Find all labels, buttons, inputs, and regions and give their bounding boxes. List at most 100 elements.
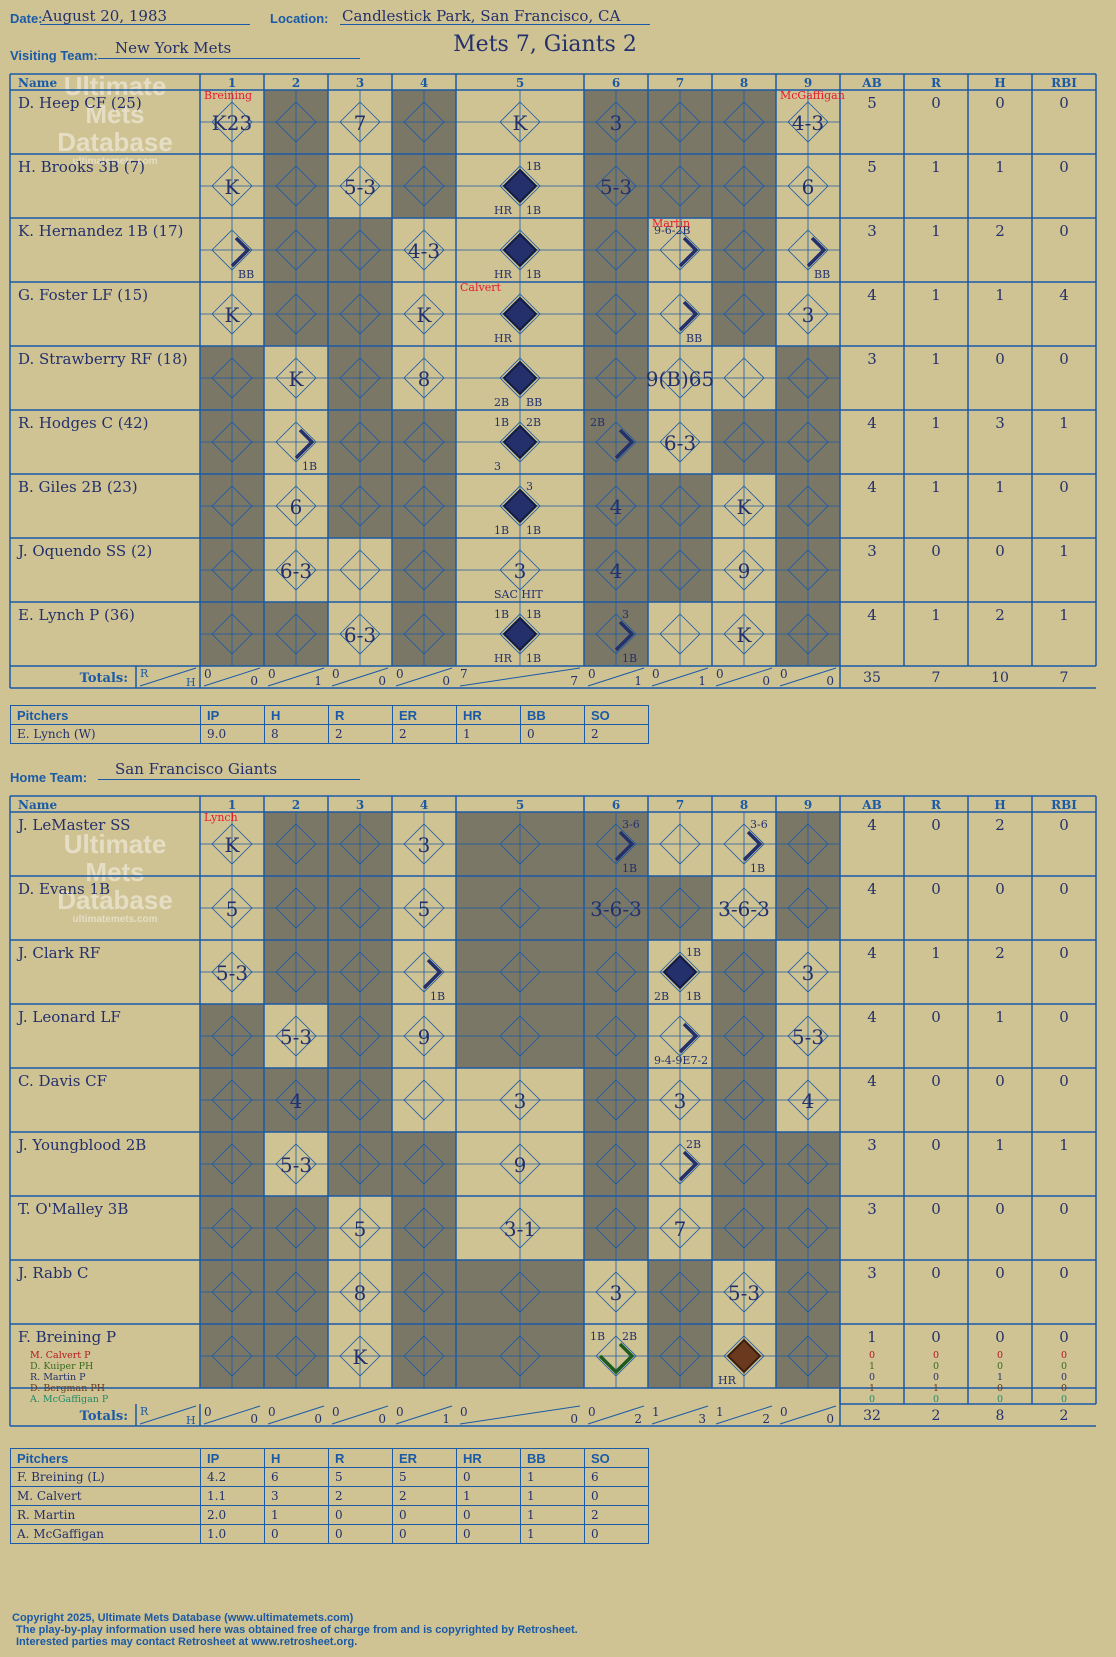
player-name: E. Lynch P (36) bbox=[18, 606, 135, 624]
run-scored-diamond bbox=[502, 232, 538, 268]
base-path bbox=[294, 428, 315, 460]
hit-annotation: 3 bbox=[526, 480, 533, 493]
name-header: Name bbox=[18, 76, 57, 90]
inning-header: 1 bbox=[228, 76, 236, 90]
player-stat: 4 bbox=[867, 1072, 877, 1090]
mets-pitchers-table: Pitchers IP H R ER HR BB SO E. Lynch (W) 9.0 8 2 2 1 0… bbox=[10, 705, 649, 744]
player-stat: 0 bbox=[1059, 158, 1069, 176]
hit-annotation: BB bbox=[814, 268, 830, 281]
base-diamond bbox=[211, 293, 253, 335]
base-diamond bbox=[595, 229, 637, 271]
runs-key: R bbox=[140, 667, 149, 680]
base-diamond bbox=[339, 951, 381, 993]
inning-runs-total: 0 bbox=[588, 1405, 596, 1419]
player-stat: 2 bbox=[995, 944, 1005, 962]
pitcher-stat: 0 bbox=[584, 1524, 649, 1544]
player-stat: 4 bbox=[1059, 286, 1069, 304]
player-stat: 3 bbox=[867, 542, 877, 560]
base-diamond bbox=[403, 101, 445, 143]
base-diamond bbox=[659, 293, 701, 335]
base-diamond bbox=[275, 823, 317, 865]
pitcher-row: E. Lynch (W) 9.0 8 2 2 1 0 2 bbox=[10, 724, 649, 744]
base-diamond bbox=[275, 1335, 317, 1377]
game-total: 2 bbox=[932, 1408, 941, 1424]
inning-runs-total: 0 bbox=[268, 1405, 276, 1419]
hit-annotation: 1B bbox=[686, 990, 701, 1003]
player-stat: 0 bbox=[1059, 478, 1069, 496]
play-notation: 6 bbox=[802, 175, 815, 199]
play-notation: 8 bbox=[354, 1281, 367, 1305]
hit-annotation: HR bbox=[494, 332, 513, 345]
base-diamond bbox=[659, 613, 701, 655]
base-diamond bbox=[787, 421, 829, 463]
player-stat: 1 bbox=[931, 158, 941, 176]
hit-annotation: 1B bbox=[526, 160, 541, 173]
base-diamond bbox=[659, 165, 701, 207]
inning-header: 3 bbox=[356, 76, 364, 90]
substitution-note: Lynch bbox=[204, 811, 238, 824]
game-total: 7 bbox=[1060, 670, 1069, 686]
base-diamond bbox=[403, 951, 445, 993]
sub-player-stat: 0 bbox=[1061, 1394, 1067, 1405]
player-stat: 0 bbox=[1059, 880, 1069, 898]
base-diamond bbox=[339, 1015, 381, 1057]
base-diamond bbox=[275, 549, 317, 591]
base-diamond bbox=[787, 1143, 829, 1185]
hit-annotation: 1B bbox=[494, 524, 509, 537]
player-stat: 0 bbox=[931, 1072, 941, 1090]
hits-key: H bbox=[186, 1414, 196, 1427]
base-diamond bbox=[339, 1335, 381, 1377]
player-stat: 0 bbox=[1059, 1264, 1069, 1282]
play-notation: 3 bbox=[610, 1281, 623, 1305]
pitcher-table-header: R bbox=[328, 1448, 393, 1468]
player-name: D. Strawberry RF (18) bbox=[18, 350, 188, 368]
player-stat: 0 bbox=[931, 1200, 941, 1218]
inning-runs-total: 0 bbox=[396, 667, 404, 681]
player-stat: 3 bbox=[867, 1136, 877, 1154]
base-diamond bbox=[787, 165, 829, 207]
inning-header: 7 bbox=[676, 798, 684, 812]
inning-hits-total: 0 bbox=[442, 674, 450, 688]
hit-annotation: 3 bbox=[494, 460, 501, 473]
base-diamond bbox=[499, 951, 541, 993]
base-diamond bbox=[339, 549, 381, 591]
base-diamond bbox=[499, 1271, 541, 1313]
pitcher-table-header: Pitchers bbox=[10, 1448, 201, 1468]
base-diamond bbox=[275, 887, 317, 929]
pitcher-name: R. Martin bbox=[10, 1505, 201, 1525]
base-diamond bbox=[499, 293, 541, 335]
base-diamond bbox=[787, 485, 829, 527]
date-label: Date: bbox=[10, 11, 43, 26]
location-value: Candlestick Park, San Francisco, CA bbox=[342, 7, 621, 25]
base-diamond bbox=[339, 357, 381, 399]
play-notation: 5-3 bbox=[280, 1153, 312, 1177]
play-notation: 5 bbox=[226, 897, 239, 921]
base-diamond bbox=[595, 1143, 637, 1185]
watermark-logo: Ultimate Mets Database ultimatemets.com bbox=[57, 71, 173, 167]
base-diamond bbox=[339, 823, 381, 865]
base-diamond bbox=[659, 101, 701, 143]
play-notation: 3-6-3 bbox=[718, 897, 770, 921]
inning-runs-total: 0 bbox=[268, 667, 276, 681]
base-diamond bbox=[275, 1143, 317, 1185]
hit-annotation: 2B bbox=[654, 990, 669, 1003]
run-scored-diamond bbox=[502, 424, 538, 460]
inning-hits-total: 2 bbox=[762, 1412, 770, 1426]
player-stat: 5 bbox=[867, 94, 877, 112]
sub-player-stat: 1 bbox=[869, 1383, 875, 1394]
hit-annotation: 1B bbox=[526, 608, 541, 621]
inning-header: 9 bbox=[804, 798, 812, 812]
sub-player-stat: 0 bbox=[933, 1361, 939, 1372]
base-diamond bbox=[499, 887, 541, 929]
base-diamond bbox=[403, 165, 445, 207]
play-notation: 5 bbox=[354, 1217, 367, 1241]
play-notation: 4-3 bbox=[408, 239, 440, 263]
base-diamond bbox=[659, 549, 701, 591]
inning-runs-total: 0 bbox=[204, 1405, 212, 1419]
base-diamond bbox=[211, 613, 253, 655]
base-diamond bbox=[403, 613, 445, 655]
play-notation: K bbox=[289, 367, 305, 391]
inning-runs-total: 7 bbox=[460, 667, 468, 681]
player-stat: 3 bbox=[995, 414, 1005, 432]
base-diamond bbox=[339, 1079, 381, 1121]
